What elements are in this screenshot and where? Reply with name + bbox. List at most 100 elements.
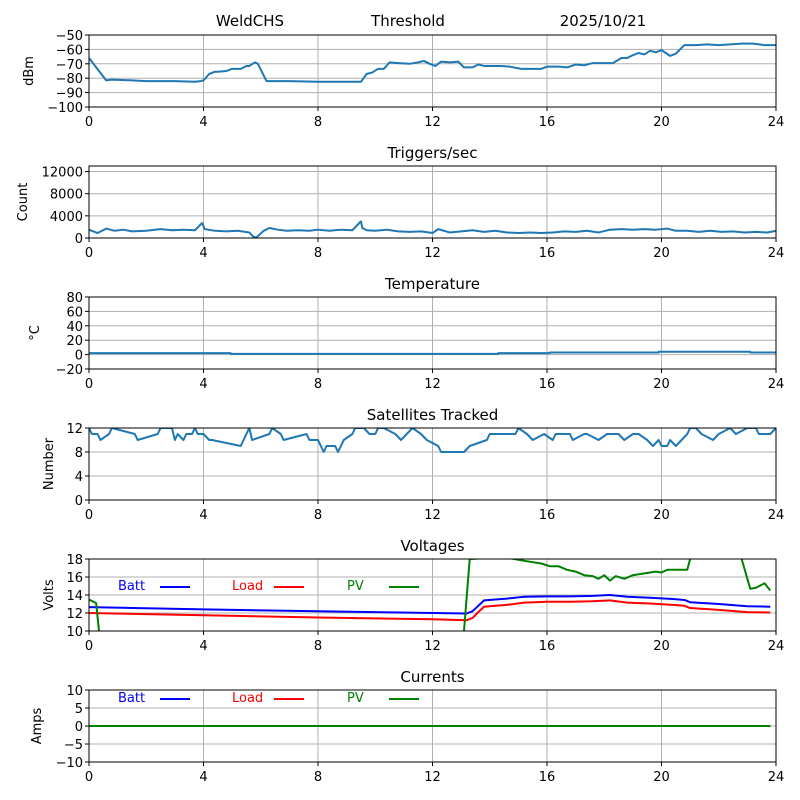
x-tick-label: 8	[314, 770, 322, 785]
y-tick-label: 16	[66, 571, 83, 586]
x-tick-label: 0	[85, 639, 93, 654]
x-tick-label: 12	[424, 639, 441, 654]
x-tick-label: 20	[653, 377, 670, 392]
panel-currents: Batt Load PV 0 4 8 12 16 20 24 −10 −5 0 5 10 Currents Am…	[30, 668, 784, 785]
x-tick-label: 0	[85, 508, 93, 523]
y-axis-label: dBm	[22, 56, 37, 86]
series-line-batt	[89, 594, 771, 615]
legend-label-batt: Batt	[118, 691, 145, 706]
y-tick-label: −70	[56, 58, 83, 73]
y-tick-label: 8	[75, 446, 83, 461]
x-tick-label: 12	[424, 246, 441, 261]
x-tick-label: 20	[653, 639, 670, 654]
y-tick-label: 0	[75, 232, 83, 247]
y-tick-label: 0	[75, 494, 83, 509]
legend-label-pv: PV	[347, 579, 364, 594]
y-tick-label: 12	[66, 607, 83, 622]
x-tick-label: 4	[199, 115, 207, 130]
x-tick-label: 4	[199, 246, 207, 261]
y-tick-label: 18	[66, 553, 83, 568]
y-tick-label: 20	[66, 334, 83, 349]
x-tick-label: 16	[539, 377, 556, 392]
x-tick-label: 16	[539, 115, 556, 130]
y-tick-label: 10	[66, 625, 83, 640]
legend-label-load: Load	[232, 579, 263, 594]
panel-title: Temperature	[384, 275, 480, 293]
x-tick-label: 8	[314, 115, 322, 130]
x-tick-label: 24	[768, 246, 785, 261]
y-tick-label: −20	[56, 363, 83, 378]
y-tick-label: 10	[66, 684, 83, 699]
series-group	[89, 350, 776, 355]
y-tick-label: −50	[56, 29, 83, 44]
y-tick-label: 0	[75, 720, 83, 735]
x-tick-label: 8	[314, 508, 322, 523]
y-tick-label: 80	[66, 291, 83, 306]
y-tick-label: 12	[66, 422, 83, 437]
y-tick-label: 5	[75, 702, 83, 717]
x-tick-label: 8	[314, 639, 322, 654]
x-tick-label: 8	[314, 377, 322, 392]
x-tick-label: 24	[768, 639, 785, 654]
x-tick-label: 24	[768, 377, 785, 392]
x-tick-label: 4	[199, 508, 207, 523]
y-tick-label: 12000	[42, 166, 83, 181]
x-tick-label: 0	[85, 246, 93, 261]
y-tick-label: −90	[56, 87, 83, 102]
x-tick-label: 16	[539, 246, 556, 261]
x-tick-label: 16	[539, 508, 556, 523]
y-tick-label: 60	[66, 305, 83, 320]
series-line-temperature	[89, 350, 776, 355]
x-tick-label: 12	[424, 508, 441, 523]
legend-label-pv: PV	[347, 691, 364, 706]
panel-voltages: Batt Load PV 0 4 8 12 16 20 24 10 12 14 16 18 Voltages V…	[42, 537, 784, 654]
y-tick-label: −60	[56, 43, 83, 58]
y-tick-label: −5	[64, 738, 83, 753]
y-tick-label: 40	[66, 320, 83, 335]
series-line-load	[89, 599, 771, 622]
series-group	[89, 559, 772, 631]
x-tick-label: 4	[199, 377, 207, 392]
x-tick-label: 24	[768, 508, 785, 523]
header-station: WeldCHS	[216, 12, 284, 30]
x-tick-label: 16	[539, 639, 556, 654]
panel-title: Currents	[400, 668, 464, 686]
x-tick-label: 4	[199, 770, 207, 785]
y-tick-label: −10	[56, 756, 83, 771]
series-group	[89, 428, 776, 453]
panel-title: Triggers/sec	[387, 144, 478, 162]
x-tick-label: 12	[424, 115, 441, 130]
x-tick-label: 8	[314, 246, 322, 261]
panel-title: Voltages	[400, 537, 464, 555]
header-date: 2025/10/21	[560, 12, 646, 30]
y-axis-label: Count	[16, 183, 31, 222]
y-tick-label: −100	[47, 101, 83, 116]
y-tick-label: 14	[66, 589, 83, 604]
y-axis-label: °C	[28, 325, 43, 341]
legend-label-load: Load	[232, 691, 263, 706]
y-tick-label: 0	[75, 349, 83, 364]
panel-satellites: 0 4 8 12 16 20 24 0 4 8 12 Satellites Tracked Number	[42, 406, 784, 523]
x-tick-label: 12	[424, 770, 441, 785]
y-tick-label: 4000	[50, 210, 83, 225]
x-tick-label: 24	[768, 115, 785, 130]
x-tick-label: 0	[85, 377, 93, 392]
panel-title: Satellites Tracked	[367, 406, 498, 424]
x-tick-label: 16	[539, 770, 556, 785]
y-tick-label: 4	[75, 470, 83, 485]
x-tick-label: 20	[653, 115, 670, 130]
x-tick-label: 4	[199, 639, 207, 654]
x-tick-label: 12	[424, 377, 441, 392]
x-tick-label: 24	[768, 770, 785, 785]
series-group	[89, 42, 776, 83]
series-line-pv	[89, 559, 772, 631]
series-group	[89, 220, 776, 238]
y-axis-label: Number	[42, 437, 57, 490]
x-tick-label: 20	[653, 508, 670, 523]
series-line-triggers	[89, 220, 776, 238]
x-tick-label: 0	[85, 770, 93, 785]
